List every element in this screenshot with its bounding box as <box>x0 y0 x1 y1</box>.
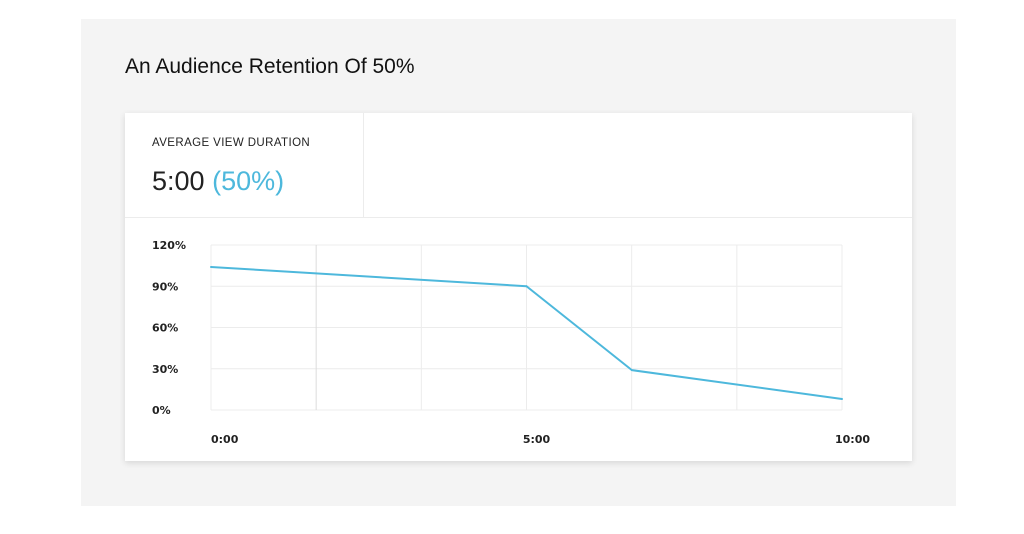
metric-box: AVERAGE VIEW DURATION 5:00 (50%) <box>125 113 364 217</box>
metric-label: AVERAGE VIEW DURATION <box>152 137 311 149</box>
y-tick-label: 120% <box>152 239 186 252</box>
retention-chart: 120% 90% 60% 30% 0% 0:00 5:00 10:00 <box>152 239 870 446</box>
retention-card: AVERAGE VIEW DURATION 5:00 (50%) 120% 90%… <box>125 113 912 461</box>
page-title: An Audience Retention Of 50% <box>125 55 415 78</box>
data-point <box>210 266 212 268</box>
y-tick-label: 30% <box>152 363 178 376</box>
y-tick-label: 90% <box>152 280 178 293</box>
metric-percent: (50%) <box>212 166 285 196</box>
metric-value: 5:00 <box>152 166 205 196</box>
data-point <box>841 398 843 400</box>
series-line-0 <box>210 266 843 400</box>
metric-value-row: 5:00 (50%) <box>152 166 284 197</box>
card-divider <box>125 217 912 218</box>
y-tick-label: 60% <box>152 322 178 335</box>
x-tick-label: 10:00 <box>835 433 870 446</box>
x-tick-label: 0:00 <box>211 433 239 446</box>
data-point <box>630 369 633 372</box>
y-tick-label: 0% <box>152 404 171 417</box>
x-tick-label: 5:00 <box>523 433 551 446</box>
data-point <box>525 285 528 288</box>
content-panel: An Audience Retention Of 50% AVERAGE VIE… <box>81 19 956 506</box>
